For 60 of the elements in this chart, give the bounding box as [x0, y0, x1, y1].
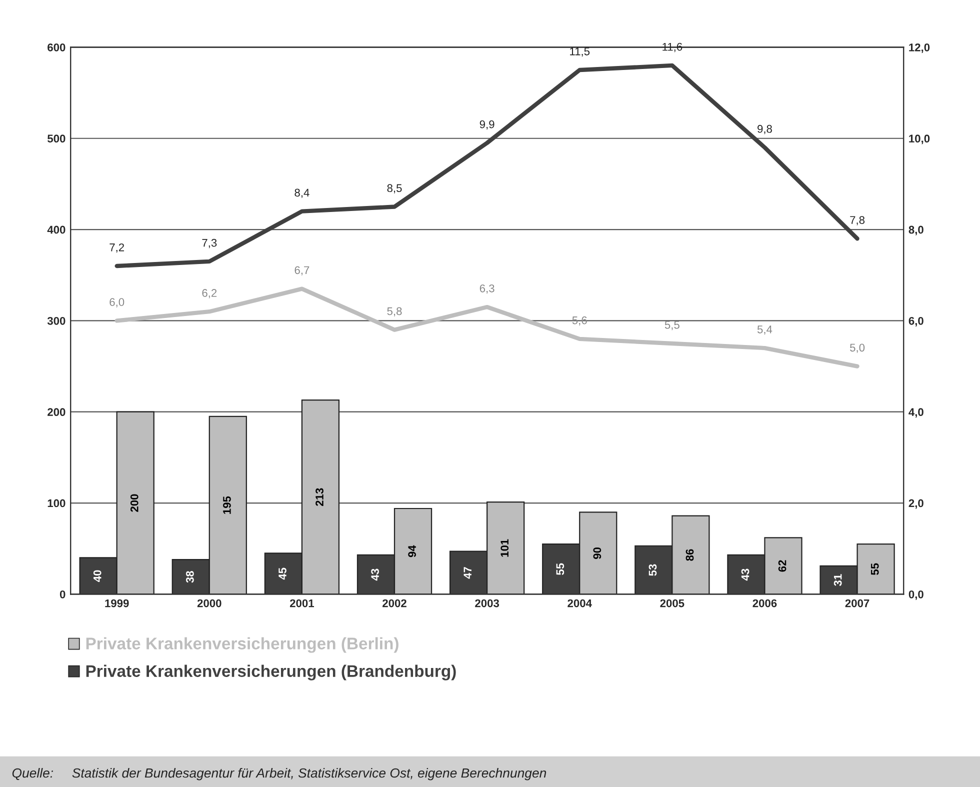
data-label: 5,0 [850, 344, 865, 353]
data-label: 101 [500, 539, 509, 557]
data-label: 9,9 [480, 120, 494, 130]
legend-label: Private Krankenversicherungen (Brandenburg) [86, 664, 456, 680]
x-tick-label: 2004 [568, 599, 592, 608]
y2-tick-label: 2,0 [908, 499, 924, 509]
data-label: 9,8 [758, 124, 772, 134]
legend-label: Private Krankenversicherungen (Berlin) [86, 637, 398, 653]
data-label: 45 [278, 568, 286, 580]
y-tick-label: 100 [48, 499, 66, 508]
data-label: 195 [223, 496, 231, 514]
data-label: 7,8 [850, 216, 865, 226]
data-label: 213 [316, 488, 324, 506]
x-tick-label: 2005 [660, 599, 684, 608]
data-label: 5,5 [664, 321, 680, 330]
data-label: 6,7 [294, 266, 310, 276]
data-label: 43 [741, 568, 750, 581]
data-label: 5,4 [757, 326, 772, 335]
y-tick-label: 200 [48, 408, 66, 416]
x-tick-label: 2001 [290, 599, 314, 608]
y-tick-label: 600 [48, 43, 66, 52]
source-note: Quelle: Statistik der Bundesagentur für Arbeit, Statistikservice Ost, eigene Berechnungen [12, 768, 546, 780]
data-label: 7,2 [110, 243, 124, 253]
data-label: 94 [408, 545, 416, 558]
data-label: 5,8 [387, 307, 402, 316]
x-tick-label: 2002 [382, 599, 406, 608]
data-label: 40 [93, 570, 102, 582]
data-label: 8,5 [387, 184, 402, 194]
y-tick-label: 300 [47, 316, 66, 325]
data-label: 200 [130, 494, 138, 512]
data-label: 11,5 [570, 48, 590, 57]
y2-tick-label: 8,0 [908, 226, 924, 236]
data-label: 38 [186, 571, 194, 583]
data-label: 8,4 [294, 188, 310, 198]
data-label: 47 [464, 567, 472, 579]
data-label: 55 [556, 563, 564, 575]
x-tick-label: 1999 [105, 599, 129, 608]
data-label: 90 [593, 547, 602, 559]
y2-tick-label: 0,0 [908, 590, 924, 600]
data-label: 55 [871, 563, 879, 575]
data-label: 43 [371, 568, 379, 581]
y2-tick-label: 6,0 [908, 316, 924, 326]
data-label: 86 [686, 549, 694, 561]
y2-tick-label: 4,0 [908, 408, 924, 418]
x-tick-label: 2006 [752, 599, 777, 608]
y-tick-label: 0 [60, 590, 66, 598]
data-label: 62 [778, 560, 786, 572]
data-label: 6,3 [480, 284, 494, 294]
x-tick-label: 2003 [475, 599, 500, 608]
x-tick-label: 2007 [845, 599, 870, 608]
data-label: 31 [834, 574, 842, 586]
y-tick-label: 400 [47, 226, 66, 234]
y-tick-label: 500 [48, 134, 66, 143]
data-label: 53 [648, 564, 657, 576]
x-tick-label: 2000 [197, 599, 222, 608]
y2-tick-label: 10,0 [909, 134, 930, 144]
y2-tick-label: 12,0 [909, 43, 930, 53]
data-label: 7,3 [202, 238, 217, 248]
data-label: 6,0 [110, 298, 124, 308]
data-label: 6,2 [202, 289, 217, 298]
